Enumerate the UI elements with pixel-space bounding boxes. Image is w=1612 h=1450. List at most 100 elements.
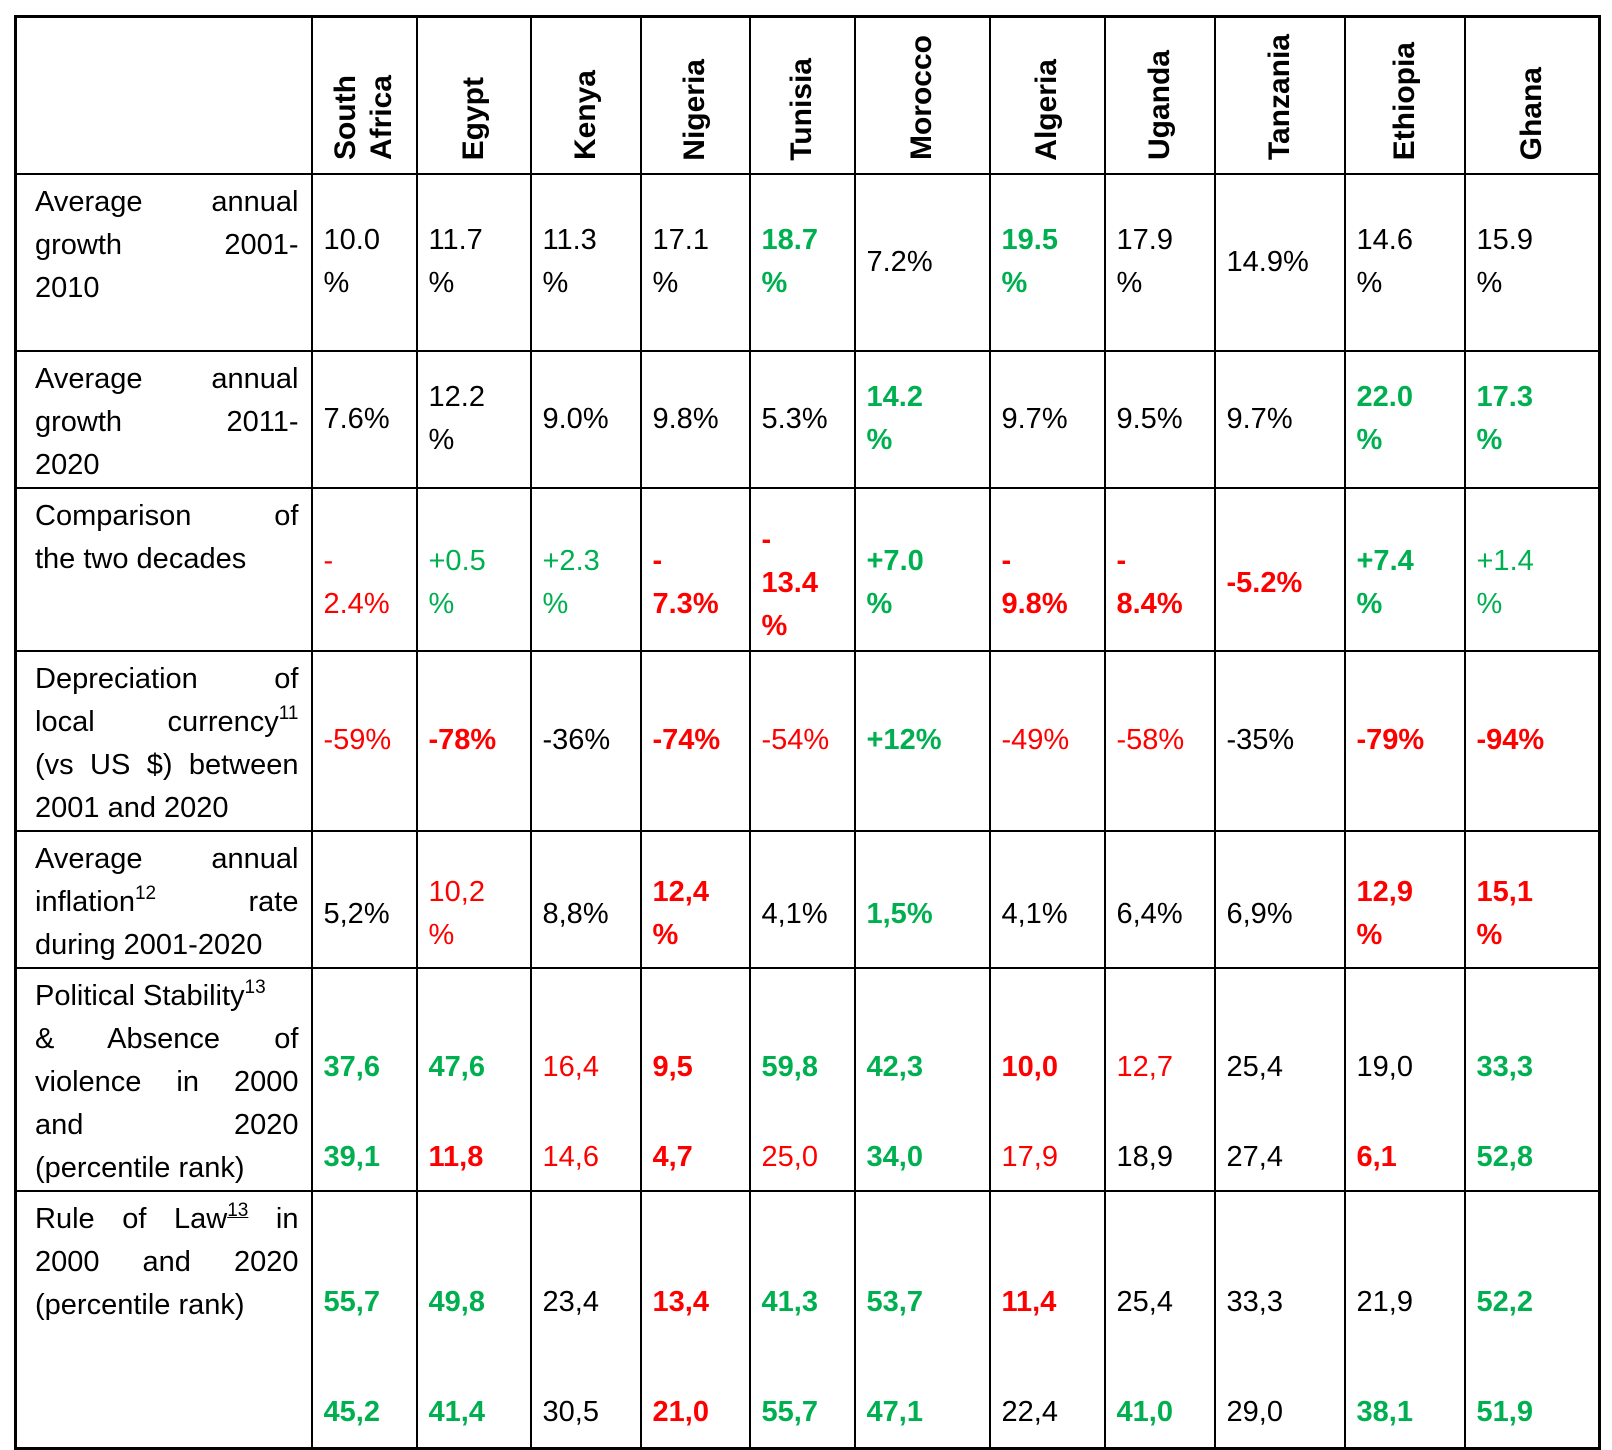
cell-value: 9.8%	[652, 402, 719, 435]
cell-rule-of-law-egypt: 49,8 41,4	[415, 1189, 532, 1450]
cell-value: 42,3	[866, 1050, 923, 1083]
column-header-label: Ethiopia	[1387, 42, 1421, 161]
cell-value: 41,4	[428, 1395, 485, 1428]
cell-avg-annual-inflation-nigeria: 12,4 %	[639, 829, 751, 969]
cell-value: 38,1	[1356, 1395, 1413, 1428]
cell-avg-annual-growth-2011-2020-egypt: 12.2 %	[415, 349, 532, 489]
cell-avg-annual-growth-2001-2010-nigeria: 17.1 %	[639, 172, 751, 352]
cell-value: -35%	[1226, 724, 1295, 756]
row-label-line: violence in 2000	[35, 1065, 299, 1098]
cell-value: 18.7 %	[761, 224, 818, 299]
cell-value: +7.0 %	[866, 545, 924, 620]
cell-value: 34,0	[866, 1140, 923, 1173]
cell-rule-of-law-tanzania: 33,3 29,0	[1213, 1189, 1346, 1450]
cell-value: +1.4 %	[1476, 545, 1534, 620]
cell-avg-annual-growth-2011-2020-kenya: 9.0%	[529, 349, 642, 489]
cell-political-stability-ghana: 33,3 52,8	[1463, 966, 1601, 1192]
cell-value: 9.0%	[542, 402, 609, 435]
cell-value: 22.0 %	[1356, 381, 1413, 456]
cell-value: 25,4	[1116, 1285, 1173, 1318]
row-label-line: (percentile rank)	[35, 1151, 245, 1184]
cell-value: 30,5	[542, 1395, 599, 1428]
cell-avg-annual-inflation-south-africa: 5,2%	[310, 829, 418, 969]
cell-value: 9.5%	[1116, 402, 1183, 435]
cell-value: - 9.8%	[1001, 545, 1068, 620]
row-label-avg-annual-growth-2011-2020: Average annual growth 2011- 2020	[14, 349, 313, 489]
cell-depreciation-local-currency-nigeria: -74%	[639, 649, 751, 832]
cell-avg-annual-growth-2001-2010-morocco: 7.2%	[853, 172, 991, 352]
row-label-line: Comparison of	[35, 499, 299, 532]
cell-avg-annual-growth-2001-2010-egypt: 11.7 %	[415, 172, 532, 352]
cell-comparison-of-two-decades-ethiopia: +7.4 %	[1343, 486, 1466, 652]
cell-political-stability-ethiopia: 19,0 6,1	[1343, 966, 1466, 1192]
cell-avg-annual-inflation-algeria: 4,1%	[988, 829, 1106, 969]
cell-value: 11.3 %	[542, 224, 597, 299]
cell-value: - 8.4%	[1116, 545, 1183, 620]
column-header-label: Morocco	[905, 35, 938, 161]
cell-value: 14.9%	[1226, 245, 1309, 278]
column-header-nigeria: Nigeria	[639, 15, 751, 175]
row-label-line: 2020	[35, 448, 100, 481]
cell-value: 6,1	[1356, 1140, 1397, 1173]
row-label-line: Rule of Law13 in	[35, 1199, 299, 1235]
cell-value: 17.9 %	[1116, 224, 1173, 299]
cell-comparison-of-two-decades-uganda: - 8.4%	[1103, 486, 1216, 652]
row-label-depreciation-local-currency: Depreciation of local currency11 (vs US $)…	[14, 649, 313, 832]
row-label-line: growth 2001-	[35, 228, 299, 261]
cell-value: -36%	[542, 724, 611, 756]
column-header-label: Ghana	[1514, 67, 1548, 161]
column-header-ethiopia: Ethiopia	[1343, 15, 1466, 175]
cell-rule-of-law-uganda: 25,4 41,0	[1103, 1189, 1216, 1450]
cell-political-stability-nigeria: 9,5 4,7	[639, 966, 751, 1192]
cell-value: 37,6	[323, 1050, 380, 1083]
table-row-avg-annual-growth-2001-2010: Average annual growth 2001- 2010 10.0 % 11.7…	[14, 172, 1601, 352]
cell-avg-annual-growth-2001-2010-ethiopia: 14.6 %	[1343, 172, 1466, 352]
cell-avg-annual-growth-2011-2020-south-africa: 7.6%	[310, 349, 418, 489]
table-row-comparison-of-two-decades: Comparison of the two decades - 2.4% +0.5 %…	[14, 486, 1601, 652]
cell-political-stability-tunisia: 59,8 25,0	[748, 966, 856, 1192]
table-row-depreciation-local-currency: Depreciation of local currency11 (vs US $)…	[14, 649, 1601, 832]
cell-value: 7.2%	[866, 245, 933, 278]
cell-depreciation-local-currency-ghana: -94%	[1463, 649, 1601, 832]
cell-comparison-of-two-decades-egypt: +0.5 %	[415, 486, 532, 652]
cell-political-stability-egypt: 47,6 11,8	[415, 966, 532, 1192]
cell-value: 33,3	[1476, 1050, 1533, 1083]
row-label-line: growth 2011-	[35, 405, 299, 438]
cell-value: 12.2 %	[428, 381, 485, 456]
cell-avg-annual-growth-2001-2010-uganda: 17.9 %	[1103, 172, 1216, 352]
cell-value: 47,1	[866, 1395, 923, 1428]
footnote-ref: 13	[227, 1199, 249, 1221]
row-label-line: and 2020	[35, 1108, 299, 1141]
cell-value: - 7.3%	[652, 545, 719, 620]
cell-value: 25,4	[1226, 1050, 1283, 1083]
table-row-rule-of-law: Rule of Law13 in 2000 and 2020 (percentile…	[14, 1189, 1601, 1450]
cell-value: +0.5 %	[428, 545, 486, 620]
row-label-line: Average annual	[35, 185, 299, 218]
cell-value: -79%	[1356, 724, 1425, 756]
row-label-line: 2001 and 2020	[35, 791, 229, 824]
row-label-line: (vs US $) between	[35, 748, 299, 781]
cell-political-stability-algeria: 10,0 17,9	[988, 966, 1106, 1192]
cell-value: 15,1 %	[1476, 876, 1533, 951]
column-header-label: Egypt	[456, 77, 490, 161]
cell-value: 9.7%	[1001, 402, 1068, 435]
cell-avg-annual-growth-2001-2010-tunisia: 18.7 %	[748, 172, 856, 352]
cell-rule-of-law-algeria: 11,4 22,4	[988, 1189, 1106, 1450]
cell-avg-annual-inflation-egypt: 10,2 %	[415, 829, 532, 969]
cell-value: +2.3 %	[542, 545, 600, 620]
cell-avg-annual-growth-2001-2010-tanzania: 14.9%	[1213, 172, 1346, 352]
cell-value: 6,4%	[1116, 897, 1183, 930]
cell-value: 51,9	[1476, 1395, 1533, 1428]
cell-depreciation-local-currency-south-africa: -59%	[310, 649, 418, 832]
cell-value: -54%	[761, 724, 830, 756]
cell-depreciation-local-currency-tanzania: -35%	[1213, 649, 1346, 832]
cell-value: 4,7	[652, 1140, 693, 1173]
cell-avg-annual-inflation-morocco: 1,5%	[853, 829, 991, 969]
cell-value: 4,1%	[1001, 897, 1068, 930]
cell-value: 17,9	[1001, 1140, 1058, 1173]
cell-rule-of-law-kenya: 23,4 30,5	[529, 1189, 642, 1450]
cell-value: 11.7 %	[428, 224, 483, 299]
cell-avg-annual-inflation-tunisia: 4,1%	[748, 829, 856, 969]
cell-avg-annual-growth-2011-2020-morocco: 14.2 %	[853, 349, 991, 489]
cell-avg-annual-growth-2001-2010-algeria: 19.5 %	[988, 172, 1106, 352]
